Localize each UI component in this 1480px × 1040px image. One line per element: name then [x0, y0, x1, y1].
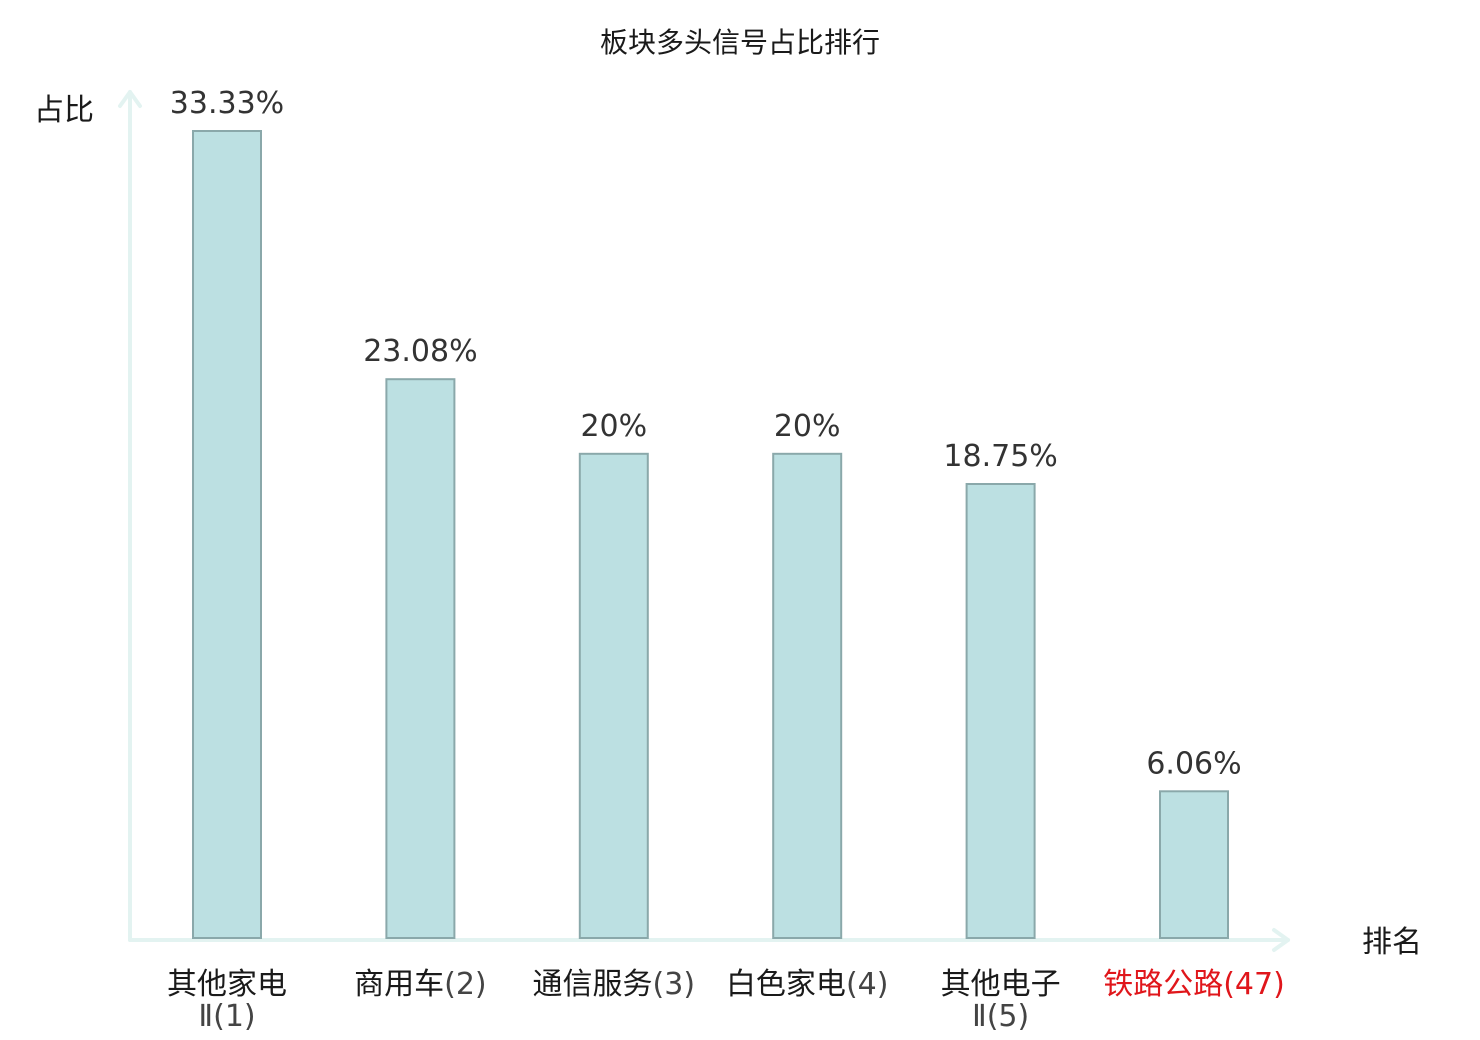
category-label-3: 通信服务(3) [533, 967, 696, 1002]
y-axis [118, 90, 142, 942]
value-label-3: 20% [580, 409, 647, 444]
chart-title: 板块多头信号占比排行 [600, 26, 880, 59]
category-label-4: 白色家电(4) [726, 967, 889, 1002]
category-name-4: 白色家电 [726, 967, 846, 1002]
category-name-1: 其他家电 [167, 967, 287, 1002]
bars-group [192, 130, 1229, 939]
bar-1 [192, 130, 262, 939]
category-label-5: 其他电子 Ⅱ(5) [941, 967, 1061, 1034]
value-label-2: 23.08% [363, 334, 477, 369]
category-rank-6: (47) [1223, 967, 1285, 1002]
category-rank-5: Ⅱ(5) [972, 999, 1029, 1034]
value-label-6: 6.06% [1146, 746, 1241, 781]
category-labels-group: 其他家电 Ⅱ(1) 商用车(2) 通信服务(3) 白色家电(4) 其他电子 Ⅱ(5) 铁路公路… [167, 967, 1285, 1034]
value-label-5: 18.75% [943, 439, 1057, 474]
value-label-4: 20% [774, 409, 841, 444]
category-rank-1: Ⅱ(1) [198, 999, 255, 1034]
bar-2 [385, 378, 456, 939]
category-rank-2: (2) [444, 967, 487, 1002]
value-labels-group: 33.33% 23.08% 20% 20% 18.75% 6.06% [170, 86, 1242, 781]
bar-4 [772, 452, 843, 939]
category-name-3: 通信服务 [533, 967, 653, 1002]
category-label-2: 商用车(2) [354, 967, 487, 1002]
bar-6 [1159, 790, 1229, 939]
x-axis-label: 排名 [1362, 925, 1422, 960]
bar-3 [578, 452, 649, 939]
bar-5 [965, 483, 1036, 939]
category-name-2: 商用车 [354, 967, 444, 1002]
x-axis [128, 928, 1290, 952]
value-label-1: 33.33% [170, 86, 284, 121]
category-label-1: 其他家电 Ⅱ(1) [167, 967, 287, 1034]
y-axis-label: 占比 [34, 93, 94, 128]
category-name-6: 铁路公路 [1103, 967, 1223, 1002]
category-name-5: 其他电子 [941, 967, 1061, 1002]
category-rank-3: (3) [653, 967, 696, 1002]
category-rank-4: (4) [846, 967, 889, 1002]
category-label-6: 铁路公路(47) [1103, 967, 1285, 1002]
